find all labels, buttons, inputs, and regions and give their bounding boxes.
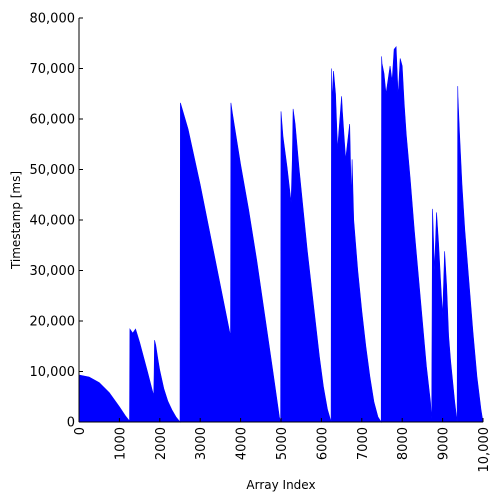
y-tick-label: 70,000 [30,62,76,77]
timestamp-area-series-0 [78,45,484,424]
plot-area [78,45,484,424]
y-tick-label: 50,000 [30,163,76,178]
y-tick-label: 80,000 [30,12,76,27]
x-axis-ticks: 0 1000 2000 3000 4000 5000 6000 7000 8000 9000 10,… [73,418,492,473]
y-tick-label: 20,000 [30,315,76,330]
y-tick-label: 60,000 [30,113,76,128]
y-tick-label: 30,000 [30,264,76,279]
x-tick-label: 7000 [356,427,371,460]
x-tick-label: 1000 [113,427,128,460]
x-tick-label: 2000 [154,427,169,460]
x-tick-label: 10,000 [477,427,492,473]
x-tick-label: 3000 [194,427,209,460]
y-tick-label: 0 [67,416,75,431]
y-axis-title: Timestamp [ms] [9,171,23,270]
x-tick-label: 0 [73,427,88,435]
x-tick-label: 4000 [235,427,250,460]
x-tick-label: 6000 [315,427,330,460]
x-axis-title: Array Index [246,478,315,492]
x-tick-label: 9000 [437,427,452,460]
y-axis-ticks: 0 10,000 20,000 30,000 40,000 50,000 60,000 70,… [30,12,83,431]
x-tick-label: 5000 [275,427,290,460]
y-tick-label: 40,000 [30,214,76,229]
x-tick-label: 8000 [396,427,411,460]
y-tick-label: 10,000 [30,365,76,380]
